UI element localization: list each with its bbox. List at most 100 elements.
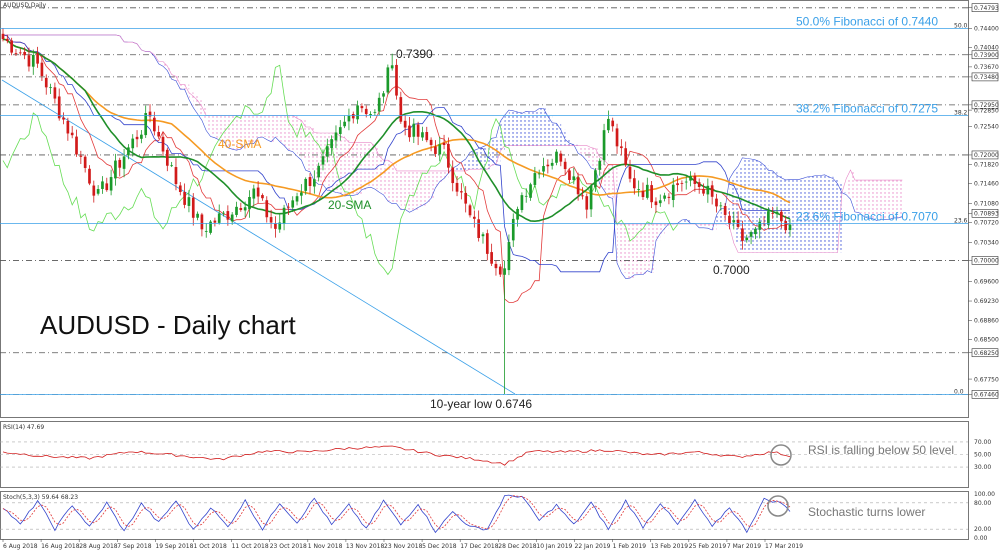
candle-body	[559, 153, 563, 162]
candle-body	[550, 162, 554, 166]
candle-body	[360, 106, 364, 109]
time-label: 6 Aug 2018	[3, 543, 38, 550]
candle-body	[291, 200, 295, 208]
candle	[351, 111, 355, 124]
candle	[109, 169, 113, 196]
cloud-segment	[820, 175, 825, 253]
stoch-title: Stoch(5,3,3) 59.64 68.23	[3, 494, 78, 501]
cloud-segment	[733, 171, 739, 244]
cloud-segment	[876, 180, 882, 221]
candle-body	[153, 117, 156, 132]
candle	[620, 139, 623, 156]
low-annotation: 10-year low 0.6746	[430, 397, 532, 411]
candle	[308, 173, 312, 194]
candle-body	[568, 170, 571, 180]
candle-body	[710, 185, 714, 197]
candle	[157, 125, 161, 139]
candles	[1, 28, 792, 395]
candle	[5, 34, 9, 44]
price-label: 0.70893	[974, 211, 999, 218]
candle	[671, 177, 675, 208]
candle	[654, 197, 658, 214]
cloud-segment	[452, 168, 458, 171]
candle-body	[5, 38, 9, 42]
candle	[386, 64, 390, 95]
cloud-segment	[167, 65, 172, 71]
candle	[338, 120, 342, 141]
candle	[18, 48, 22, 56]
candle-body	[10, 40, 13, 53]
time-label: 7 Mar 2019	[727, 543, 761, 550]
candle	[230, 212, 234, 225]
price-label: 0.67460	[974, 392, 999, 399]
candle	[784, 215, 788, 234]
candle-body	[542, 166, 545, 172]
candle	[10, 37, 13, 56]
candle-body	[594, 170, 597, 188]
cloud-segment	[448, 170, 454, 174]
candle	[455, 176, 459, 197]
cloud-segment	[889, 180, 895, 220]
cloud-segment	[457, 165, 462, 171]
candle	[235, 201, 238, 218]
candle-body	[589, 185, 593, 210]
candle	[589, 183, 593, 218]
candle	[749, 230, 753, 245]
cloud-segment	[725, 208, 730, 225]
candle	[472, 210, 476, 228]
candle	[57, 88, 61, 121]
candle-body	[460, 191, 463, 193]
price-label: 0.68250	[974, 350, 999, 357]
candle	[101, 176, 104, 194]
candle	[347, 108, 351, 131]
cloud-segment	[552, 122, 557, 146]
cloud-segment	[418, 170, 423, 208]
candle	[161, 131, 165, 156]
candle	[170, 161, 173, 168]
candle-body	[295, 196, 299, 202]
candle	[689, 171, 692, 187]
time-label: 16 Aug 2018	[41, 543, 80, 550]
cloud-segment	[331, 133, 337, 191]
candle-body	[256, 187, 260, 197]
candle	[537, 169, 541, 179]
candle	[628, 159, 632, 183]
cloud-segment	[227, 115, 233, 148]
candle	[226, 205, 230, 226]
chart-overlay-title: AUDUSD - Daily chart	[40, 310, 296, 340]
candle-body	[53, 87, 57, 99]
candle-body	[313, 179, 316, 187]
price-label-box	[971, 72, 999, 82]
candle-body	[754, 228, 757, 235]
time-axis: 6 Aug 2018 16 Aug 2018 28 Aug 2018 7 Sep 20…	[2, 539, 803, 550]
cloud-segment	[197, 100, 203, 114]
candle-body	[351, 114, 355, 119]
candle	[615, 123, 619, 154]
candle-body	[581, 195, 584, 197]
cloud-segment	[746, 158, 752, 253]
cloud-segment	[833, 178, 838, 253]
candle-body	[775, 211, 779, 215]
candle	[75, 129, 78, 157]
candle-body	[75, 136, 78, 155]
cloud-segment	[517, 112, 523, 146]
candle-body	[204, 231, 208, 232]
candle	[572, 167, 576, 185]
cloud-segment	[374, 146, 380, 190]
main-pane-title: AUDUSD,Daily	[3, 2, 46, 9]
candle	[520, 192, 524, 213]
candle-body	[66, 121, 70, 134]
cloud-segment	[703, 224, 709, 228]
candle-body	[83, 156, 87, 168]
cloud-segment	[253, 115, 259, 144]
candle	[680, 180, 684, 192]
time-label: 23 Nov 2018	[384, 543, 423, 550]
candle	[693, 172, 697, 192]
candle	[148, 104, 152, 123]
candle-body	[269, 217, 273, 223]
cloud-segment	[655, 224, 661, 241]
price-label: 0.70340	[974, 240, 999, 247]
cloud-segment	[478, 148, 484, 170]
candle	[243, 201, 247, 218]
